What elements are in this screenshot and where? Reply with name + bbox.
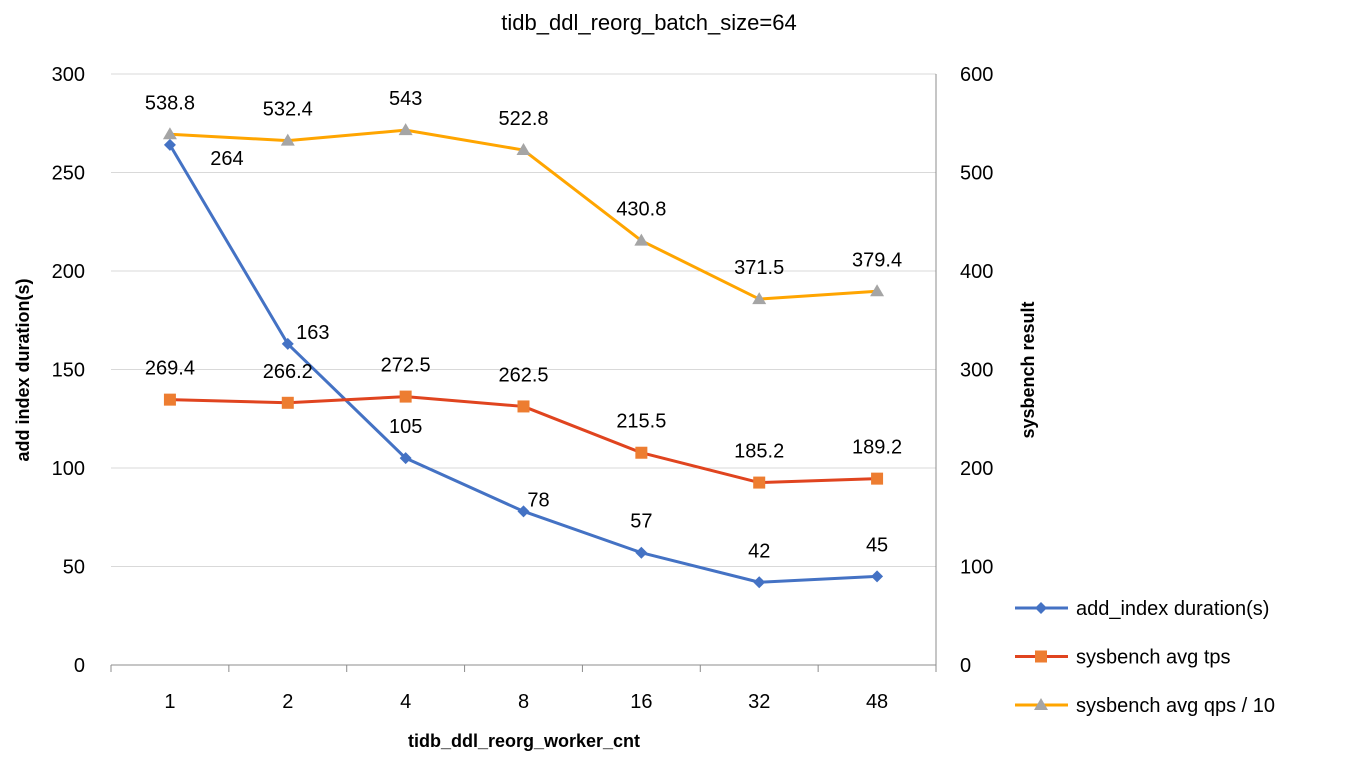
marker-diamond [281,337,294,350]
y2-tick-label: 600 [960,64,993,86]
data-label: 538.8 [145,92,195,114]
data-label: 266.2 [263,361,313,383]
data-label: 163 [296,322,329,344]
data-label: 105 [389,416,422,438]
marker-diamond [753,576,766,589]
data-label: 379.4 [852,249,902,271]
marker-square [635,446,648,459]
data-label: 269.4 [145,358,195,380]
data-labels: 264 163 105 78 57 42 45 269.4 266.2 272.5 262.5 215… [145,88,902,562]
marker-diamond [871,570,884,583]
data-label: 45 [866,534,888,556]
data-label: 215.5 [616,411,666,433]
y-tick-label: 150 [52,360,85,382]
x-tick-label: 48 [866,691,888,713]
marker-square [281,396,294,409]
data-label: 78 [527,489,549,511]
marker-square [753,476,766,489]
marker-triangle [1034,698,1048,710]
x-tick-label: 2 [282,691,293,713]
axes: 0 50 100 150 200 250 300 0 100 200 300 400 500 600 1 2 4… [52,64,994,713]
data-label: 57 [630,511,652,533]
gridlines [111,73,936,567]
y2-tick-label: 400 [960,261,993,283]
data-label: 189.2 [852,437,902,459]
legend-label: sysbench avg tps [1076,647,1231,669]
y-tick-label: 100 [52,458,85,480]
marker-diamond [635,546,648,559]
marker-triangle [516,143,531,156]
y2-tick-label: 0 [960,655,971,677]
x-tick-label: 32 [748,691,770,713]
x-tick-label: 16 [630,691,652,713]
data-label: 262.5 [498,364,548,386]
marker-triangle [752,292,767,305]
data-label: 371.5 [734,257,784,279]
y-axis-label: add index duration(s) [13,278,33,461]
data-label: 185.2 [734,441,784,463]
data-label: 264 [210,148,243,170]
marker-diamond [399,452,412,465]
legend-label: sysbench avg qps / 10 [1076,695,1275,717]
marker-square [399,390,412,403]
data-label: 543 [389,88,422,110]
marker-triangle [634,233,649,246]
x-tick-label: 4 [400,691,411,713]
data-label: 522.8 [498,108,548,130]
legend-label: add_index duration(s) [1076,598,1269,620]
marker-square [1035,650,1047,663]
data-label: 272.5 [381,355,431,377]
marker-diamond [163,138,176,151]
marker-diamond [517,505,530,518]
marker-triangle [870,284,885,297]
y2-tick-label: 300 [960,360,993,382]
x-axis-label: tidb_ddl_reorg_worker_cnt [408,731,640,751]
y2-tick-label: 100 [960,557,993,579]
y-tick-label: 300 [52,64,85,86]
series-group [162,123,885,589]
data-label: 430.8 [616,199,666,221]
data-label: 532.4 [263,99,313,121]
y-tick-label: 250 [52,163,85,185]
marker-square [871,472,884,485]
y2-axis-label: sysbench result [1018,301,1038,438]
chart-title: tidb_ddl_reorg_batch_size=64 [501,10,796,35]
marker-triangle [398,123,413,136]
y-tick-label: 50 [63,557,85,579]
x-tick-label: 8 [518,691,529,713]
legend: add_index duration(s) sysbench avg tps sys… [1015,598,1275,717]
marker-diamond [1035,602,1047,614]
marker-square [517,400,530,413]
y-tick-label: 0 [74,655,85,677]
marker-square [163,393,176,406]
data-label: 42 [748,540,770,562]
x-tick-label: 1 [164,691,175,713]
y-tick-label: 200 [52,261,85,283]
marker-triangle [280,133,295,146]
y2-tick-label: 200 [960,458,993,480]
marker-triangle [162,127,177,140]
y2-tick-label: 500 [960,163,993,185]
